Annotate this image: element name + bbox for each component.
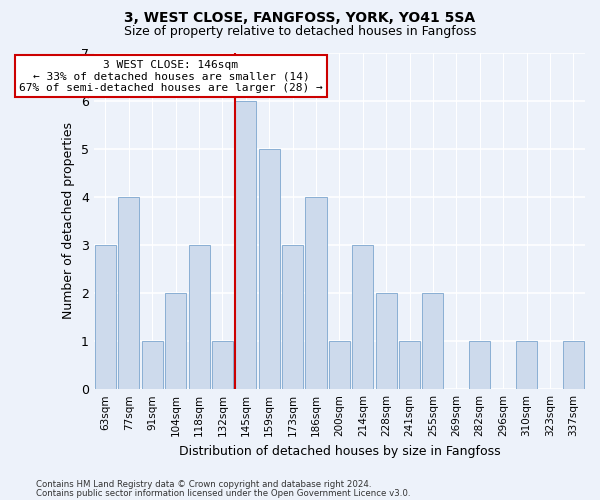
Bar — [188, 245, 209, 389]
Bar — [399, 341, 420, 389]
Bar — [282, 245, 303, 389]
Bar — [469, 341, 490, 389]
Y-axis label: Number of detached properties: Number of detached properties — [62, 122, 76, 320]
Bar — [352, 245, 373, 389]
Bar — [563, 341, 584, 389]
Bar — [95, 245, 116, 389]
Bar — [259, 148, 280, 389]
Text: Contains HM Land Registry data © Crown copyright and database right 2024.: Contains HM Land Registry data © Crown c… — [36, 480, 371, 489]
Bar — [142, 341, 163, 389]
X-axis label: Distribution of detached houses by size in Fangfoss: Distribution of detached houses by size … — [179, 444, 500, 458]
Text: Size of property relative to detached houses in Fangfoss: Size of property relative to detached ho… — [124, 25, 476, 38]
Bar — [516, 341, 537, 389]
Bar — [165, 293, 186, 389]
Bar — [235, 100, 256, 389]
Bar — [329, 341, 350, 389]
Bar — [305, 197, 326, 389]
Bar — [212, 341, 233, 389]
Text: Contains public sector information licensed under the Open Government Licence v3: Contains public sector information licen… — [36, 490, 410, 498]
Bar — [118, 197, 139, 389]
Bar — [422, 293, 443, 389]
Bar — [376, 293, 397, 389]
Text: 3 WEST CLOSE: 146sqm
← 33% of detached houses are smaller (14)
67% of semi-detac: 3 WEST CLOSE: 146sqm ← 33% of detached h… — [19, 60, 323, 93]
Text: 3, WEST CLOSE, FANGFOSS, YORK, YO41 5SA: 3, WEST CLOSE, FANGFOSS, YORK, YO41 5SA — [124, 11, 476, 25]
